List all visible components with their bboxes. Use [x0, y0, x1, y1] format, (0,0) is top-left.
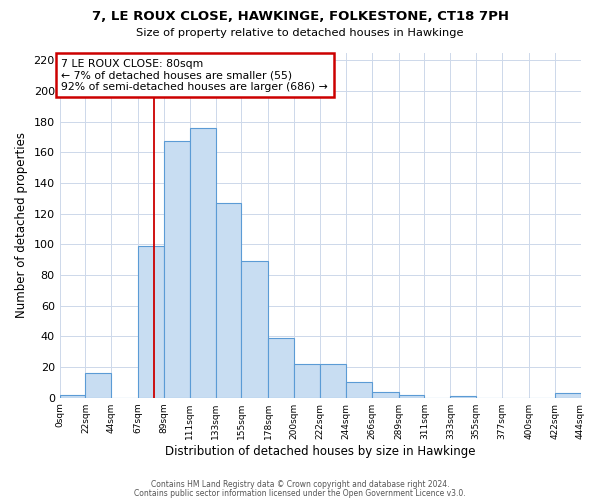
Bar [138, 246, 164, 398]
Bar [268, 338, 294, 398]
Bar [371, 392, 398, 398]
Bar [190, 128, 215, 398]
Text: Contains HM Land Registry data © Crown copyright and database right 2024.: Contains HM Land Registry data © Crown c… [151, 480, 449, 489]
Text: 7 LE ROUX CLOSE: 80sqm
← 7% of detached houses are smaller (55)
92% of semi-deta: 7 LE ROUX CLOSE: 80sqm ← 7% of detached … [61, 58, 328, 92]
Bar [554, 393, 581, 398]
Bar [450, 396, 476, 398]
Text: Size of property relative to detached houses in Hawkinge: Size of property relative to detached ho… [136, 28, 464, 38]
Bar [294, 364, 320, 398]
Bar [164, 142, 190, 398]
Y-axis label: Number of detached properties: Number of detached properties [15, 132, 28, 318]
Bar [320, 364, 346, 398]
Text: 7, LE ROUX CLOSE, HAWKINGE, FOLKESTONE, CT18 7PH: 7, LE ROUX CLOSE, HAWKINGE, FOLKESTONE, … [91, 10, 509, 23]
Text: Contains public sector information licensed under the Open Government Licence v3: Contains public sector information licen… [134, 488, 466, 498]
X-axis label: Distribution of detached houses by size in Hawkinge: Distribution of detached houses by size … [165, 444, 475, 458]
Bar [241, 261, 268, 398]
Bar [215, 203, 241, 398]
Bar [398, 394, 424, 398]
Bar [85, 373, 111, 398]
Bar [59, 394, 85, 398]
Bar [346, 382, 371, 398]
